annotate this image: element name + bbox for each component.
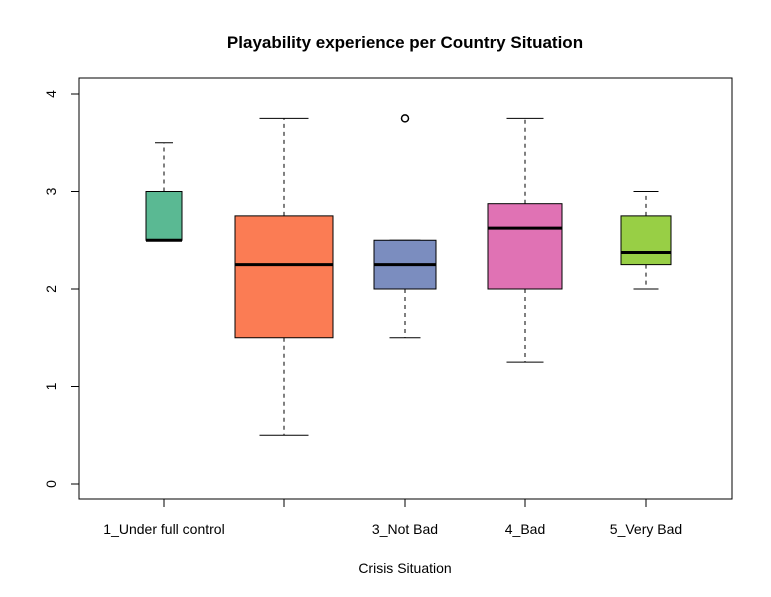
box-group xyxy=(487,117,563,363)
x-axis-label: Crisis Situation xyxy=(358,560,451,576)
box-iqr xyxy=(620,215,672,266)
box-iqr xyxy=(145,191,183,241)
chart-title: Playability experience per Country Situa… xyxy=(227,33,583,52)
box-group xyxy=(620,191,672,290)
y-tick-label: 1 xyxy=(43,382,59,390)
y-tick-label: 4 xyxy=(43,90,59,98)
y-tick-label: 3 xyxy=(43,187,59,195)
x-tick-label: 4_Bad xyxy=(505,521,545,537)
box-group xyxy=(373,114,437,339)
y-tick-label: 2 xyxy=(43,285,59,293)
x-tick-label: 1_Under full control xyxy=(103,521,224,537)
x-axis: 1_Under full control 3_Not Bad 4_Bad 5_Very… xyxy=(103,499,682,537)
x-tick-label: 5_Very Bad xyxy=(610,521,682,537)
box-iqr xyxy=(234,215,334,339)
y-tick-label: 0 xyxy=(43,480,59,488)
outlier-point xyxy=(400,114,410,123)
y-axis: 0 1 2 3 4 xyxy=(43,90,79,488)
x-tick-label: 3_Not Bad xyxy=(372,521,438,537)
box-group xyxy=(234,117,334,436)
box-group xyxy=(145,142,183,242)
boxes-layer xyxy=(145,114,672,436)
box-iqr xyxy=(487,203,563,290)
